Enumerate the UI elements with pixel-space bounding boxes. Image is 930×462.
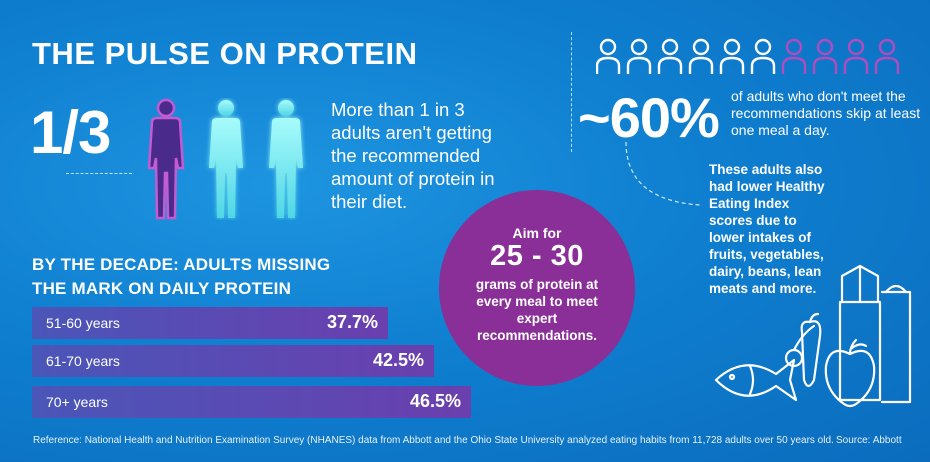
person-outline-icon bbox=[750, 38, 776, 74]
person-outline-icon bbox=[626, 38, 652, 74]
pepper-icon bbox=[800, 312, 822, 388]
bar-value-label: 37.7% bbox=[326, 312, 378, 332]
reference-note: Reference: National Health and Nutrition… bbox=[33, 435, 834, 446]
eating-index-text: These adults also had lower Healthy Eati… bbox=[709, 162, 825, 296]
skip-meal-percent: ~60% bbox=[578, 86, 720, 149]
person-outline-icon bbox=[688, 38, 714, 74]
fraction-description: More than 1 in 3 adults aren't getting t… bbox=[331, 99, 495, 212]
bar-value-label: 46.5% bbox=[409, 391, 461, 411]
three-people-icon bbox=[147, 98, 303, 220]
infographic-title: THE PULSE ON PROTEIN bbox=[32, 36, 418, 71]
person-icon bbox=[209, 100, 243, 218]
one-third-stat: 1/3 bbox=[30, 99, 111, 166]
bar-category-label: 70+ years bbox=[46, 394, 108, 410]
bar-category-label: 61-70 years bbox=[46, 353, 120, 369]
person-outline-icon bbox=[596, 38, 621, 74]
person-outline-highlighted-icon bbox=[781, 38, 807, 74]
protein-amount: 25 - 30 bbox=[490, 240, 584, 272]
food-icon bbox=[714, 264, 912, 408]
aim-for-label: Aim for bbox=[512, 225, 562, 241]
decade-bar: 70+ years 46.5% bbox=[32, 386, 471, 418]
decade-title-line: BY THE DECADE: ADULTS MISSING bbox=[32, 255, 331, 274]
decade-bar: 51-60 years 37.7% bbox=[32, 307, 388, 339]
person-outline-icon bbox=[719, 38, 745, 74]
source-credit: Source: Abbott bbox=[836, 435, 902, 446]
jug-icon bbox=[880, 284, 912, 404]
bar-value-label: 42.5% bbox=[372, 350, 424, 370]
decade-title-line: THE MARK ON DAILY PROTEIN bbox=[32, 279, 292, 298]
meal-skipper-icons bbox=[596, 38, 900, 74]
person-outline-icon bbox=[657, 38, 683, 74]
person-outline-highlighted-icon bbox=[874, 38, 900, 74]
decade-bar: 61-70 years 42.5% bbox=[32, 345, 434, 377]
person-outline-highlighted-icon bbox=[843, 38, 869, 74]
protein-goal-text: grams of protein at every meal to meet e… bbox=[475, 277, 599, 343]
milk-carton-icon bbox=[838, 264, 882, 402]
stat-dashed-line bbox=[66, 173, 132, 174]
person-outline-highlighted-icon bbox=[812, 38, 838, 74]
skip-meal-text: of adults who don't meet the recommendat… bbox=[731, 88, 921, 138]
dashed-connector bbox=[625, 141, 701, 206]
dashed-divider bbox=[571, 32, 572, 152]
decade-chart-title: BY THE DECADE: ADULTS MISSING THE MARK O… bbox=[32, 253, 330, 301]
cherry-icon bbox=[784, 324, 816, 368]
fish-icon bbox=[714, 358, 798, 402]
bar-category-label: 51-60 years bbox=[46, 315, 120, 331]
apple-icon bbox=[824, 338, 876, 408]
person-icon bbox=[269, 100, 303, 218]
person-highlighted-icon bbox=[147, 98, 185, 220]
protein-goal-circle: Aim for 25 - 30 grams of protein at ever… bbox=[439, 190, 635, 386]
